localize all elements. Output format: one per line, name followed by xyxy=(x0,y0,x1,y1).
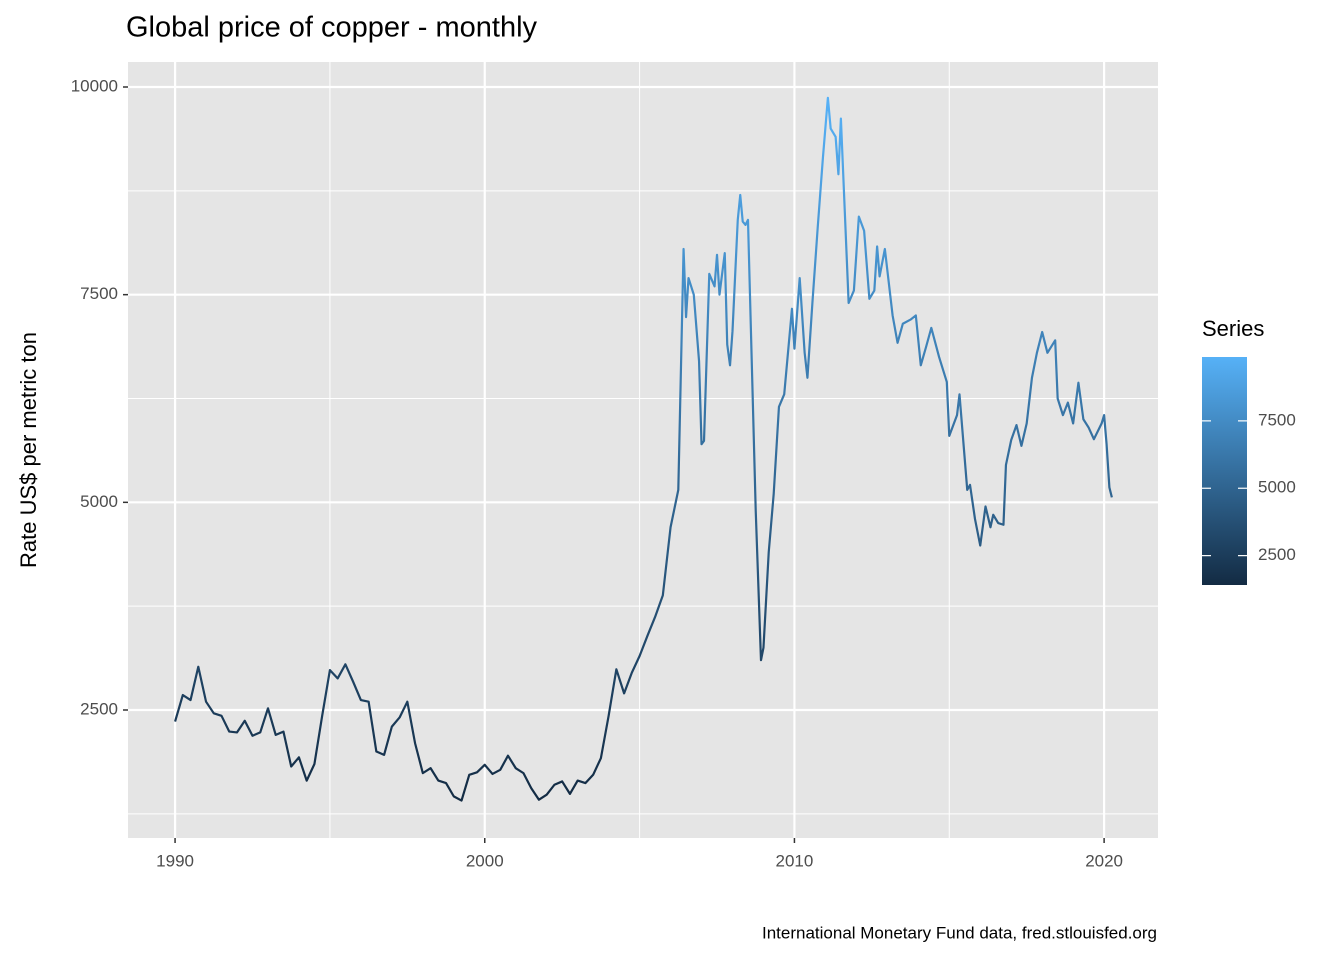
legend-title: Series xyxy=(1202,316,1264,341)
plot-panel xyxy=(128,62,1158,838)
chart-title: Global price of copper - monthly xyxy=(126,12,538,44)
x-tick-label: 2000 xyxy=(466,851,504,870)
legend-tick-label: 7500 xyxy=(1258,410,1296,429)
y-tick-label: 5000 xyxy=(80,492,118,511)
legend-tick-label: 2500 xyxy=(1258,545,1296,564)
y-tick-label: 10000 xyxy=(71,76,118,95)
x-tick-label: 2010 xyxy=(776,851,814,870)
y-tick-label: 2500 xyxy=(80,699,118,718)
colorbar xyxy=(1202,357,1247,585)
legend-tick-label: 5000 xyxy=(1258,478,1296,497)
y-axis-title: Rate US$ per metric ton xyxy=(16,332,41,568)
y-tick-label: 7500 xyxy=(80,284,118,303)
series-line xyxy=(174,96,1113,802)
x-tick-label: 2020 xyxy=(1085,851,1123,870)
x-tick-label: 1990 xyxy=(156,851,194,870)
caption: International Monetary Fund data, fred.s… xyxy=(762,923,1157,942)
